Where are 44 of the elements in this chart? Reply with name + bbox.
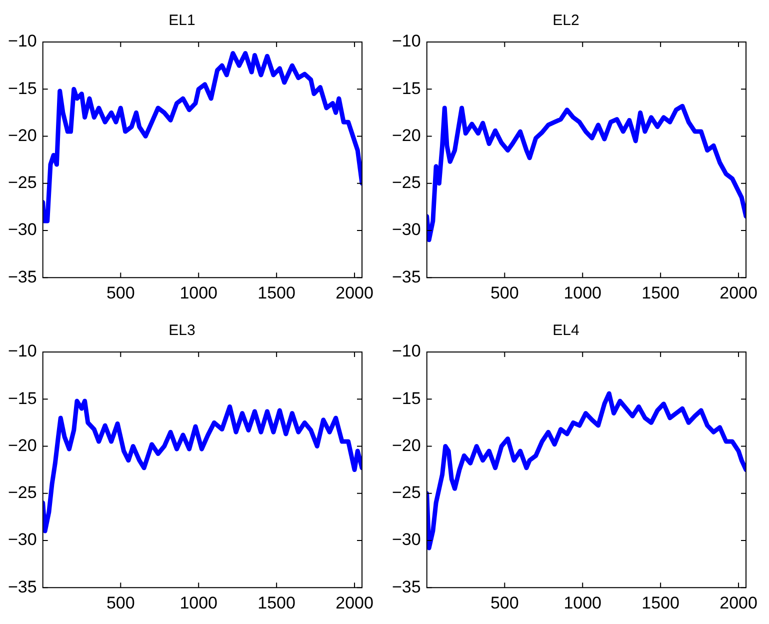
- x-tick-label: 1500: [642, 593, 680, 612]
- x-tick-label: 2000: [720, 283, 758, 302]
- y-tick-label: −20: [392, 126, 421, 145]
- y-tick-label: −10: [8, 342, 37, 361]
- x-tick-label: 1000: [564, 283, 602, 302]
- y-tick-label: −35: [8, 577, 37, 596]
- chart-title: EL3: [168, 322, 196, 340]
- y-tick-label: −25: [392, 483, 421, 502]
- y-tick-label: −30: [8, 220, 37, 240]
- y-tick-label: −25: [8, 483, 37, 502]
- chart-title: EL2: [552, 12, 580, 30]
- y-tick-label: −10: [8, 32, 37, 51]
- y-tick-label: −25: [392, 173, 421, 192]
- y-tick-label: −10: [392, 32, 421, 51]
- chart-title: EL1: [168, 12, 196, 30]
- x-tick-label: 1000: [180, 593, 218, 612]
- x-tick-label: 2000: [336, 593, 374, 612]
- x-tick-label: 1000: [564, 593, 602, 612]
- y-tick-label: −35: [392, 577, 421, 596]
- y-tick-label: −15: [392, 78, 421, 98]
- x-tick-label: 1000: [180, 283, 218, 302]
- y-tick-label: −15: [8, 78, 37, 98]
- x-tick-label: 500: [106, 283, 135, 302]
- y-tick-label: −10: [392, 342, 421, 361]
- y-tick-label: −25: [8, 173, 37, 192]
- y-tick-label: −15: [8, 388, 37, 408]
- x-tick-label: 2000: [720, 593, 758, 612]
- chart-title: EL4: [552, 322, 580, 340]
- y-tick-label: −30: [392, 220, 421, 240]
- x-tick-label: 1500: [258, 283, 296, 302]
- y-tick-label: −20: [392, 436, 421, 455]
- x-tick-label: 500: [490, 283, 519, 302]
- x-tick-label: 1500: [258, 593, 296, 612]
- y-tick-label: −20: [8, 436, 37, 455]
- x-tick-label: 1500: [642, 283, 680, 302]
- y-tick-label: −30: [8, 530, 37, 550]
- x-tick-label: 2000: [336, 283, 374, 302]
- y-tick-label: −15: [392, 388, 421, 408]
- y-tick-label: −30: [392, 530, 421, 550]
- y-tick-label: −35: [392, 267, 421, 286]
- y-tick-label: −20: [8, 126, 37, 145]
- x-tick-label: 500: [490, 593, 519, 612]
- x-tick-label: 500: [106, 593, 135, 612]
- y-tick-label: −35: [8, 267, 37, 286]
